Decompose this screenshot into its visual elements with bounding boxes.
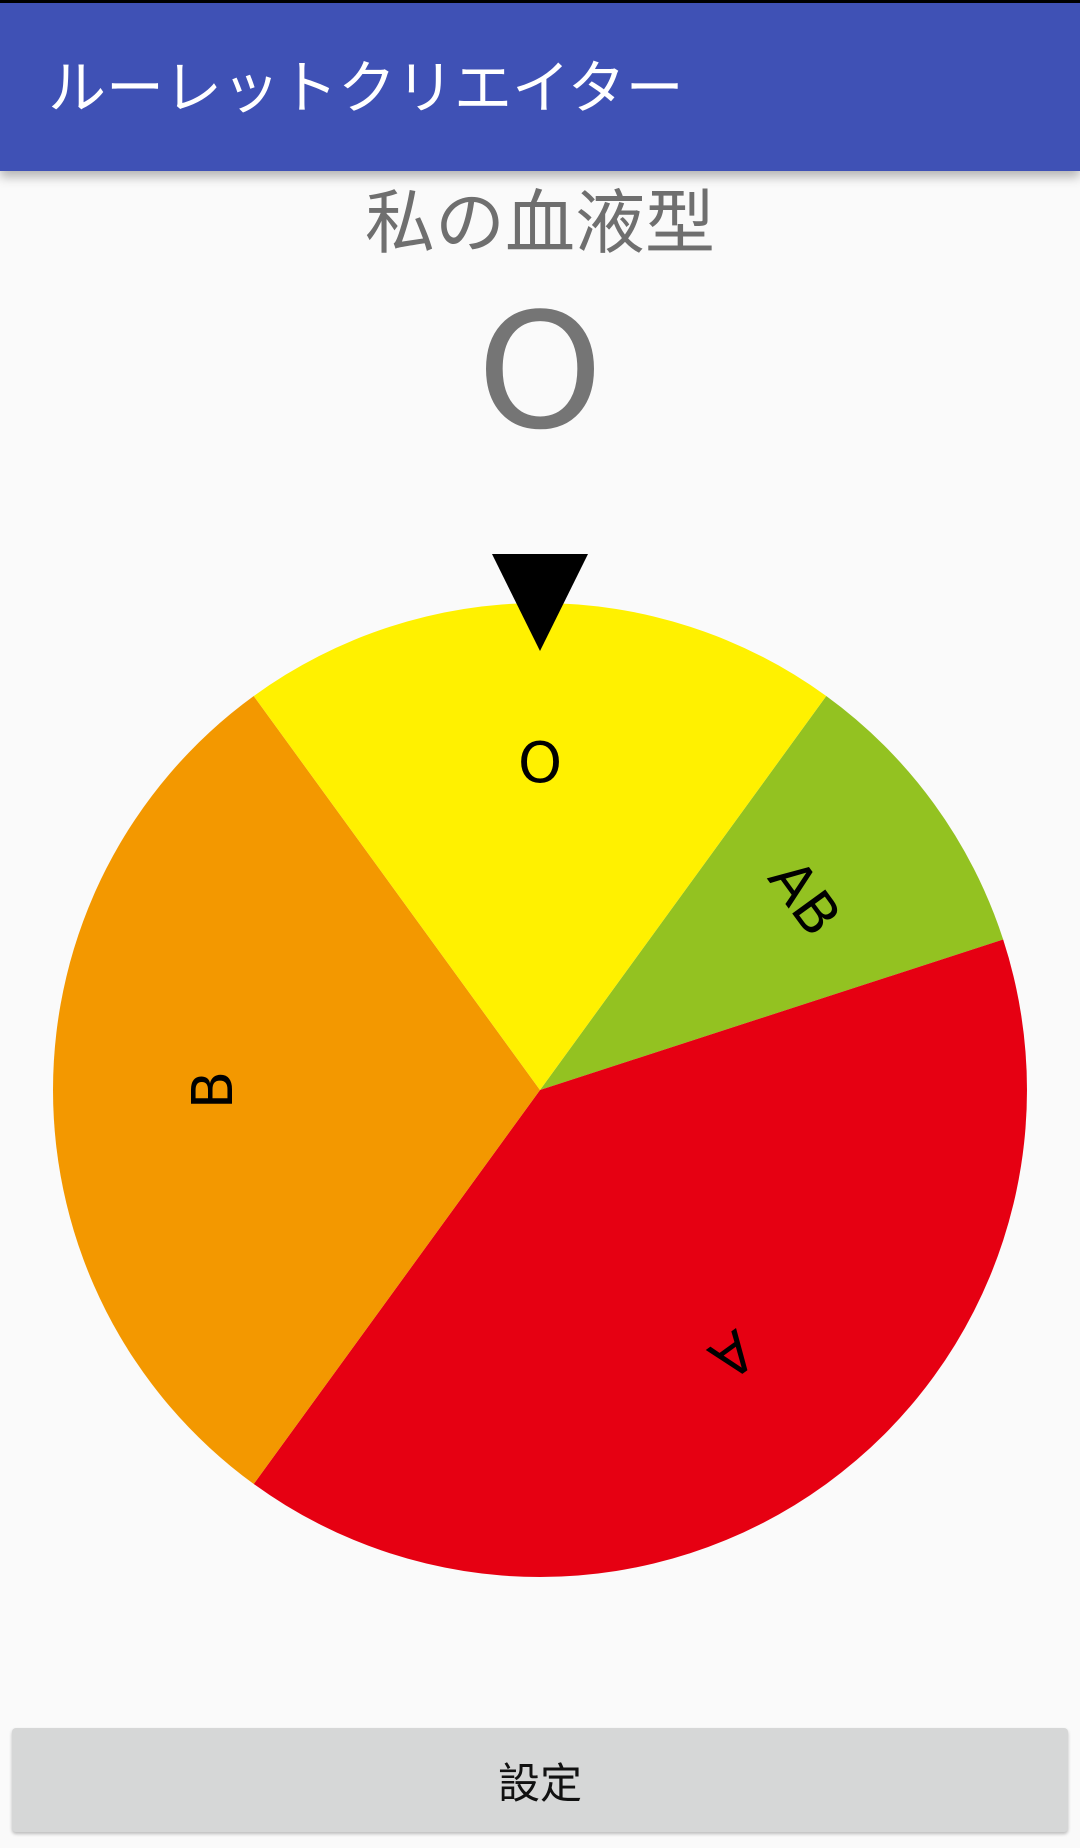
roulette-result: O: [477, 278, 603, 465]
app-bar: ルーレットクリエイター: [0, 3, 1080, 171]
pie-slice-ab: [540, 696, 1004, 1090]
status-bar-edge: [0, 0, 1080, 3]
app-title: ルーレットクリエイター: [48, 54, 684, 122]
pie-slice-o: [253, 603, 827, 1090]
settings-button[interactable]: 設定: [12, 1728, 1068, 1832]
pie-slice-a: [253, 939, 1027, 1577]
roulette-title: 私の血液型: [365, 182, 715, 264]
pie-label-o: O: [518, 731, 562, 796]
pie-label-b: B: [181, 1071, 246, 1109]
pie-slice-b: [53, 696, 541, 1484]
